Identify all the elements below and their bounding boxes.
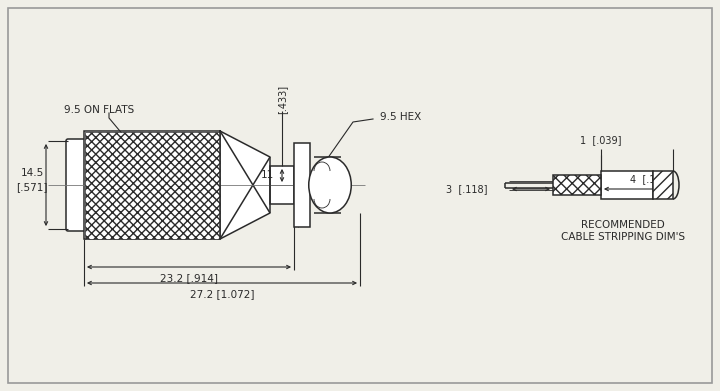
Text: 3  [.118]: 3 [.118] bbox=[446, 184, 487, 194]
FancyBboxPatch shape bbox=[66, 139, 86, 231]
Text: 1  [.039]: 1 [.039] bbox=[580, 135, 622, 145]
Bar bbox=[601, 171, 653, 199]
Text: 9.5 ON FLATS: 9.5 ON FLATS bbox=[64, 105, 134, 115]
Bar bbox=[653, 171, 673, 199]
Text: 9.5 HEX: 9.5 HEX bbox=[380, 112, 421, 122]
Bar bbox=[294, 143, 310, 227]
Bar bbox=[84, 131, 220, 239]
Text: 14.5: 14.5 bbox=[20, 168, 44, 178]
Text: RECOMMENDED
CABLE STRIPPING DIM'S: RECOMMENDED CABLE STRIPPING DIM'S bbox=[561, 220, 685, 242]
Text: 11: 11 bbox=[261, 170, 274, 181]
Text: 23.2 [.914]: 23.2 [.914] bbox=[160, 273, 218, 283]
Bar bbox=[84, 131, 220, 239]
Ellipse shape bbox=[309, 157, 351, 213]
Text: 4  [.158]: 4 [.158] bbox=[630, 174, 672, 184]
Text: [.433]: [.433] bbox=[277, 84, 287, 113]
Bar bbox=[553, 175, 601, 195]
Text: 27.2 [1.072]: 27.2 [1.072] bbox=[190, 289, 254, 299]
Polygon shape bbox=[220, 131, 270, 239]
Text: [.571]: [.571] bbox=[17, 182, 48, 192]
Bar bbox=[270, 166, 294, 204]
